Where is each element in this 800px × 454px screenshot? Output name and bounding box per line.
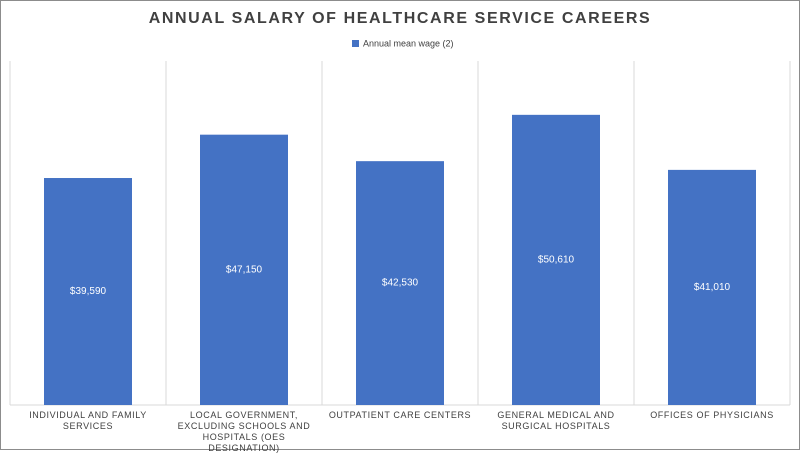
data-label: $39,590 (70, 286, 107, 297)
legend-label: Annual mean wage (2) (363, 38, 454, 48)
data-label: $47,150 (226, 264, 263, 275)
x-tick-label: OFFICES OF PHYSICIANS (650, 410, 774, 420)
data-label: $41,010 (694, 282, 731, 293)
legend-swatch (352, 40, 359, 47)
x-tick-label: INDIVIDUAL AND FAMILY SERVICES (29, 410, 147, 431)
bar (356, 161, 444, 405)
x-tick-label: OUTPATIENT CARE CENTERS (328, 410, 472, 420)
data-label: $50,610 (538, 255, 575, 266)
chart-title: ANNUAL SALARY OF HEALTHCARE SERVICE CARE… (149, 10, 652, 27)
x-tick-label: GENERAL MEDICAL AND SURGICAL HOSPITALS (497, 410, 615, 431)
bar (200, 134, 288, 405)
data-label: $42,530 (382, 278, 419, 289)
bar (512, 114, 600, 405)
bar (44, 178, 132, 405)
x-tick-label: LOCAL GOVERNMENT, EXCLUDING SCHOOLS AND … (177, 410, 311, 453)
bar (668, 169, 756, 405)
